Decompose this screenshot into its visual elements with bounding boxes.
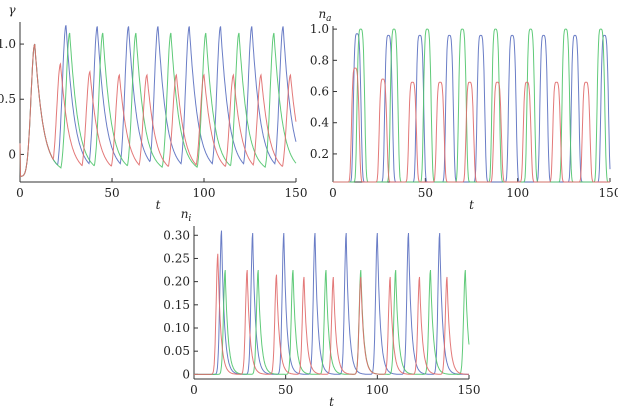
series-line-green	[19, 32, 297, 177]
y-tick-label: 1.0	[310, 22, 329, 36]
x-tick-label: 50	[278, 383, 293, 397]
y-axis-label: ni	[181, 207, 192, 224]
x-tick-label: 0	[16, 186, 24, 200]
y-axis-label: na	[318, 7, 331, 24]
panel-3: 0 50 100 150 0 0.05 0.10 0.15 0.20 0.25 0.30 t ni	[163, 207, 480, 408]
y-tick-label: 1.0	[0, 37, 16, 51]
y-tick-label: 0.25	[163, 251, 190, 265]
y-tick-label: 0.15	[163, 298, 190, 312]
y-tick-label: 0.05	[163, 344, 190, 358]
panel-1: 0 50 100 150 0 0.5 1.0 t γ	[0, 3, 307, 212]
y-tick-label: 0.5	[0, 92, 16, 106]
x-tick-label: 100	[506, 186, 529, 200]
y-tick-label: 0	[8, 147, 16, 161]
series-line-red	[19, 43, 297, 177]
y-tick-label: 0.8	[310, 53, 329, 67]
x-tick-label: 100	[193, 186, 216, 200]
x-tick-label: 0	[190, 383, 198, 397]
y-tick-label: 0.6	[310, 85, 329, 99]
x-tick-label: 100	[366, 383, 389, 397]
y-tick-label: 0.2	[310, 147, 329, 161]
y-axis-label: γ	[8, 3, 16, 17]
x-tick-label: 0	[329, 186, 337, 200]
y-tick-label: 0.4	[310, 116, 329, 130]
series-line-blue	[19, 25, 297, 177]
x-axis-label: t	[329, 395, 334, 408]
series-line-green	[194, 269, 470, 375]
x-tick-label: 50	[418, 186, 433, 200]
y-tick-label: 0	[182, 367, 190, 381]
y-tick-label: 0.20	[163, 275, 190, 289]
x-axis-label: t	[156, 198, 161, 212]
series-line-red	[333, 67, 610, 183]
x-tick-label: 50	[104, 186, 119, 200]
y-tick-label: 0.10	[163, 321, 190, 335]
x-tick-label: 150	[285, 186, 308, 200]
x-tick-label: 150	[458, 383, 481, 397]
x-tick-label: 150	[599, 186, 618, 200]
series-line-green	[333, 28, 610, 183]
x-axis-label: t	[469, 198, 474, 212]
panel-2: 0 50 100 150 0.2 0.4 0.6 0.8 1.0 t na	[310, 7, 618, 212]
series-line-red	[194, 253, 469, 375]
y-tick-label: 0.30	[163, 228, 190, 242]
